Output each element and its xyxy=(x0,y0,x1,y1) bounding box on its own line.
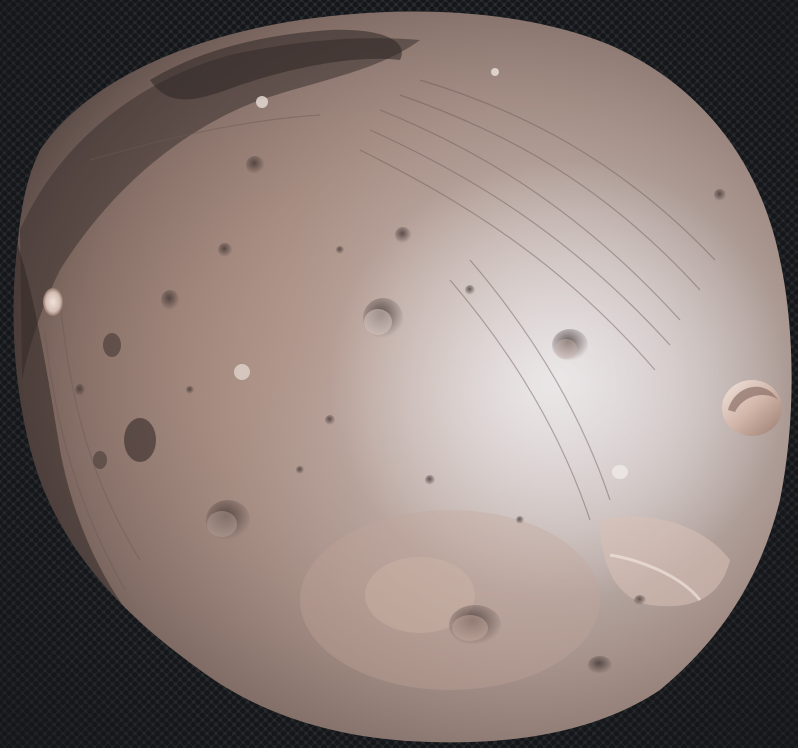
craters xyxy=(43,68,782,674)
